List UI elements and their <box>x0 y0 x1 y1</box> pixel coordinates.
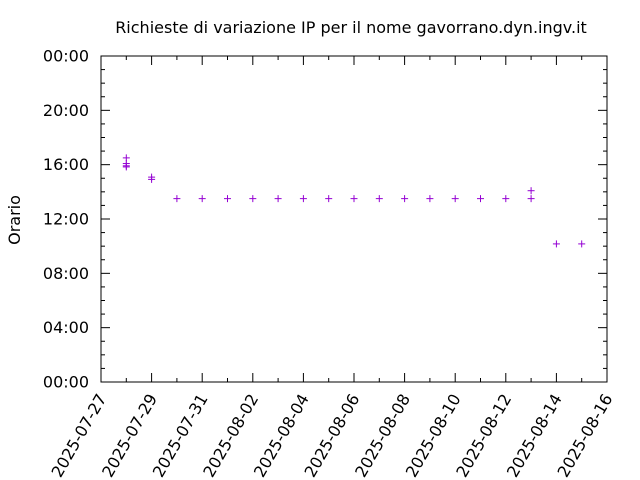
y-tick-label: 20:00 <box>43 101 89 120</box>
data-point <box>249 195 257 203</box>
y-tick-label: 16:00 <box>43 155 89 174</box>
data-point <box>401 195 409 203</box>
data-point <box>502 195 510 203</box>
data-point <box>578 240 586 248</box>
data-point <box>527 195 535 203</box>
plot-frame <box>100 55 608 383</box>
chart-title: Richieste di variazione IP per il nome g… <box>115 18 587 37</box>
data-point <box>375 195 383 203</box>
y-tick-label: 00:00 <box>43 373 89 392</box>
data-point <box>350 195 358 203</box>
x-tick-labels: 2025-07-272025-07-292025-07-312025-08-02… <box>48 391 617 480</box>
data-point <box>122 163 130 171</box>
y-tick-label: 08:00 <box>43 264 89 283</box>
data-point <box>325 195 333 203</box>
data-points <box>122 154 586 248</box>
y-tick-label: 12:00 <box>43 210 89 229</box>
data-point <box>426 195 434 203</box>
y-tick-label: 00:00 <box>43 47 89 66</box>
data-point <box>274 195 282 203</box>
axis-ticks <box>100 55 608 383</box>
y-tick-label: 04:00 <box>43 318 89 337</box>
data-point <box>148 175 156 183</box>
y-axis-label: Orario <box>5 195 24 245</box>
data-point <box>552 240 560 248</box>
data-point <box>477 195 484 203</box>
data-point <box>173 195 181 203</box>
data-point <box>198 195 206 203</box>
y-tick-labels: 00:00 04:00 08:00 12:00 16:00 20:00 00:00 <box>43 47 89 392</box>
data-point <box>527 187 535 195</box>
data-point <box>224 195 231 203</box>
data-point <box>299 195 307 203</box>
data-point <box>451 195 459 203</box>
